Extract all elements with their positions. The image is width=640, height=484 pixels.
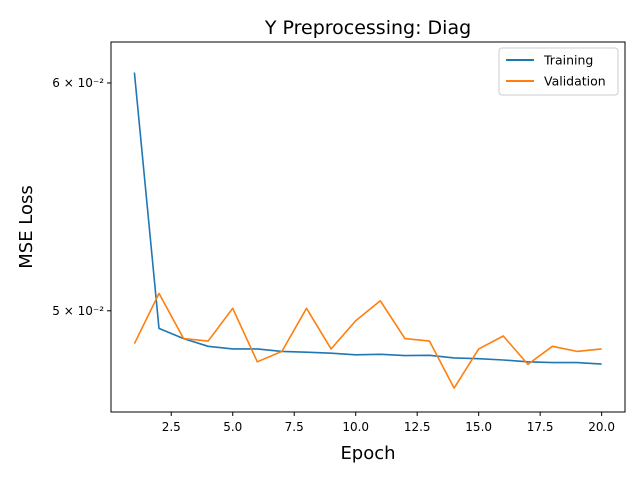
series-line-training: [133, 72, 602, 365]
y-axis-label: MSE Loss: [16, 185, 37, 269]
y-axis-ticks: 5 × 10⁻² 6 × 10⁻²: [52, 76, 111, 318]
x-tick-label: 20.0: [588, 420, 615, 434]
legend: Training Validation: [498, 47, 619, 96]
legend-label-validation: Validation: [544, 74, 606, 89]
plot-frame: [110, 41, 626, 413]
x-tick-label: 12.5: [404, 420, 431, 434]
x-tick-label: 15.0: [465, 420, 492, 434]
y-tick-label: 6 × 10⁻²: [52, 76, 104, 90]
x-axis-ticks: 2.5 5.0 7.5 10.0 12.5 15.0 17.5 20.0: [162, 412, 615, 434]
legend-label-training: Training: [543, 53, 593, 68]
series-line-validation: [133, 292, 602, 389]
x-tick-label: 17.5: [527, 420, 554, 434]
x-tick-label: 2.5: [162, 420, 181, 434]
x-tick-label: 7.5: [285, 420, 304, 434]
y-tick-label: 5 × 10⁻²: [52, 304, 104, 318]
chart-title: Y Preprocessing: Diag: [264, 17, 471, 39]
x-axis-label: Epoch: [340, 443, 395, 464]
plot-lines: [133, 72, 602, 389]
x-tick-label: 10.0: [342, 420, 369, 434]
x-tick-label: 5.0: [223, 420, 242, 434]
